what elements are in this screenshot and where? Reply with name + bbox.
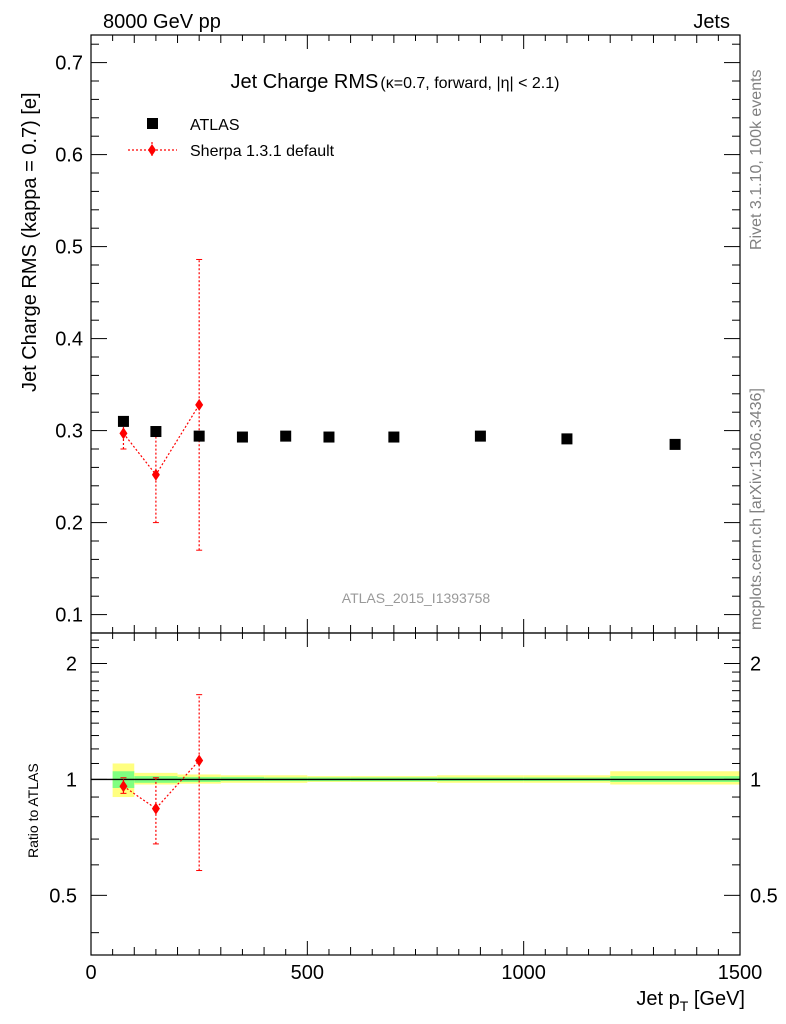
rivet-label: Rivet 3.1.10, 100k events <box>748 69 765 250</box>
legend: ATLAS Sherpa 1.3.1 default <box>128 117 335 160</box>
atlas-point <box>474 430 486 442</box>
ratio-y-tick-label-right: 1 <box>750 769 761 791</box>
main-title-sub: (κ=0.7, forward, |η| < 2.1) <box>380 75 559 92</box>
atlas-point <box>236 431 248 443</box>
x-axis-title: Jet pT [GeV] <box>636 988 745 1014</box>
main-y-tick-label: 0.1 <box>55 605 83 627</box>
x-tick-label: 0 <box>85 962 96 984</box>
ratio-y-tick-label-right: 2 <box>750 653 761 675</box>
atlas-point <box>669 438 681 450</box>
main-title: Jet Charge RMS (κ=0.7, forward, |η| < 2.1… <box>231 71 560 93</box>
main-y-axis-title: Jet Charge RMS (kappa = 0.7) [e] <box>19 92 41 392</box>
atlas-point <box>150 426 162 438</box>
legend-sherpa-label: Sherpa 1.3.1 default <box>190 143 335 160</box>
main-plot: 0.1 0.2 0.3 0.4 0.5 0.6 0.7 <box>55 34 741 634</box>
main-title-main: Jet Charge RMS <box>231 71 379 93</box>
legend-atlas-label: ATLAS <box>190 117 240 134</box>
ratio-sherpa-line <box>123 760 200 810</box>
header-energy-label: 8000 GeV pp <box>103 11 221 33</box>
sherpa-line <box>122 404 200 476</box>
analysis-watermark: ATLAS_2015_I1393758 <box>342 590 491 606</box>
main-y-tick-label: 0.5 <box>55 237 83 259</box>
mcplots-label: mcplots.cern.ch [arXiv:1306.3436] <box>748 388 765 630</box>
ratio-y-tick-label: 0.5 <box>49 885 77 907</box>
sherpa-point <box>195 398 204 411</box>
sherpa-point <box>119 427 128 440</box>
atlas-point <box>323 431 335 443</box>
ratio-y-tick-label-right: 0.5 <box>750 885 778 907</box>
x-tick-label: 1000 <box>501 962 546 984</box>
ratio-plot: 0.5 0.5 1 1 2 2 0 500 1000 1500 <box>49 632 778 984</box>
atlas-point <box>388 431 400 443</box>
ratio-y-tick-label: 1 <box>66 769 77 791</box>
ratio-plot-frame <box>90 632 741 956</box>
ratio-sherpa-point <box>195 754 204 767</box>
main-y-tick-label: 0.6 <box>55 145 83 167</box>
x-tick-label: 500 <box>291 962 324 984</box>
main-y-tick-label: 0.2 <box>55 513 83 535</box>
sherpa-point <box>151 468 160 481</box>
x-tick-label: 1500 <box>718 962 763 984</box>
main-y-tick-label: 0.7 <box>55 53 83 75</box>
atlas-point <box>561 433 573 445</box>
legend-sherpa-marker <box>148 144 156 156</box>
ratio-sherpa-point <box>151 802 160 815</box>
ratio-y-axis-title: Ratio to ATLAS <box>25 763 41 858</box>
main-plot-frame <box>90 34 741 634</box>
atlas-point <box>280 430 292 442</box>
main-y-tick-label: 0.3 <box>55 421 83 443</box>
header-process-label: Jets <box>693 11 730 33</box>
ratio-sherpa-point <box>119 780 128 793</box>
legend-atlas-marker <box>147 118 158 129</box>
atlas-point <box>117 415 129 427</box>
ratio-y-tick-label: 2 <box>66 653 77 675</box>
atlas-point <box>193 430 205 442</box>
main-y-tick-label: 0.4 <box>55 329 83 351</box>
